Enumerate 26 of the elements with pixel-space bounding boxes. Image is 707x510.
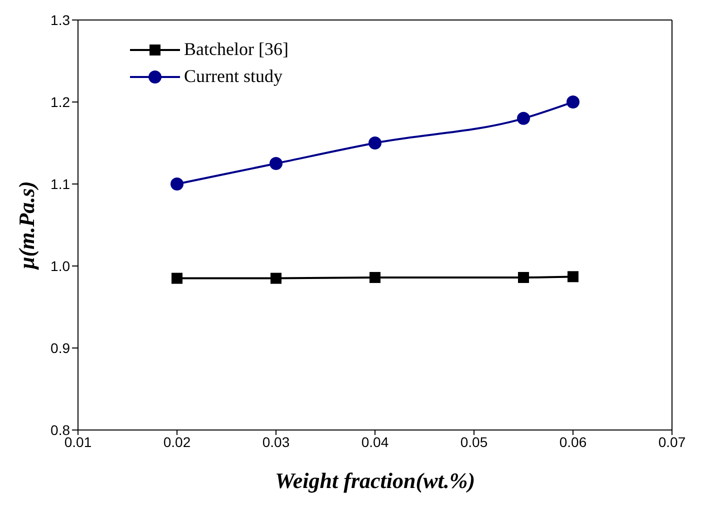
x-tick-label: 0.06 bbox=[559, 434, 587, 450]
x-axis-title: Weight fraction(wt.%) bbox=[274, 468, 476, 493]
x-tick-label: 0.03 bbox=[262, 434, 290, 450]
point bbox=[172, 272, 182, 284]
point bbox=[566, 96, 580, 108]
point bbox=[518, 272, 529, 283]
point bbox=[270, 157, 282, 170]
y-tick-label: 0.8 bbox=[50, 422, 70, 438]
point bbox=[568, 271, 578, 282]
x-tick-label: 0.07 bbox=[658, 434, 686, 450]
point bbox=[170, 178, 184, 190]
point bbox=[370, 272, 380, 283]
legend-label: Current study bbox=[184, 66, 282, 87]
y-tick-label: 0.9 bbox=[50, 340, 70, 356]
x-tick-label: 0.02 bbox=[163, 434, 191, 450]
point bbox=[270, 272, 282, 284]
y-tick-label: 1.2 bbox=[50, 94, 70, 110]
legend-label: Batchelor [36] bbox=[184, 39, 288, 60]
point bbox=[517, 112, 530, 125]
y-tick-label: 1.3 bbox=[50, 12, 70, 28]
y-tick-label: 1.1 bbox=[50, 176, 70, 192]
x-tick-label: 0.04 bbox=[361, 434, 389, 450]
point bbox=[368, 136, 382, 150]
y-axis-title: μ(m.Pa.s) bbox=[14, 181, 39, 270]
y-tick-label: 1.0 bbox=[50, 258, 70, 274]
x-tick-label: 0.05 bbox=[460, 434, 488, 450]
